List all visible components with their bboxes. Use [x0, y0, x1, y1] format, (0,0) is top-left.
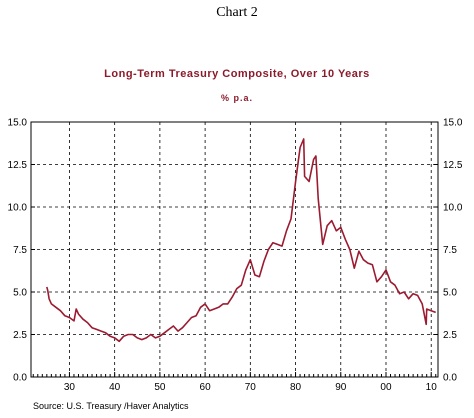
y-tick-label-left: 10.0 [8, 203, 28, 214]
y-tick-label-right: 12.5 [443, 160, 463, 171]
x-tick-label: 80 [290, 382, 302, 393]
grid-layer [31, 122, 438, 377]
x-tick-label: 60 [200, 382, 212, 393]
y-tick-label-right: 5.0 [443, 288, 457, 299]
y-tick-label-right: 7.5 [443, 245, 457, 256]
x-tick-label: 30 [64, 382, 76, 393]
y-tick-label-right: 15.0 [443, 118, 463, 129]
x-tick-label: 40 [109, 382, 121, 393]
y-tick-label-left: 0.0 [13, 373, 27, 384]
y-tick-label-left: 12.5 [8, 160, 28, 171]
y-tick-label-left: 7.5 [13, 245, 27, 256]
y-tick-label-right: 0.0 [443, 373, 457, 384]
chart-title: Long-Term Treasury Composite, Over 10 Ye… [104, 68, 370, 80]
y-tick-label-left: 5.0 [13, 288, 27, 299]
x-tick-label: 70 [245, 382, 257, 393]
chart-number-label: Chart 2 [216, 5, 258, 20]
y-tick-label-left: 2.5 [13, 330, 27, 341]
x-tick-label: 90 [335, 382, 347, 393]
series-line [46, 138, 436, 343]
x-tick-label: 10 [426, 382, 438, 393]
x-tick-label: 00 [380, 382, 392, 393]
x-tick-label: 50 [154, 382, 166, 393]
labels-layer: 0.0 0.0 2.5 2.5 5.0 5.0 7.5 7.5 10.0 10.0 12.5 12.5… [8, 118, 463, 394]
y-tick-label-right: 2.5 [443, 330, 457, 341]
ticks-layer [31, 121, 438, 378]
y-tick-label-right: 10.0 [443, 203, 463, 214]
chart-subtitle: % p.a. [221, 93, 253, 103]
y-tick-label-left: 15.0 [8, 118, 28, 129]
source-note: Source: U.S. Treasury /Haver Analytics [33, 401, 189, 411]
